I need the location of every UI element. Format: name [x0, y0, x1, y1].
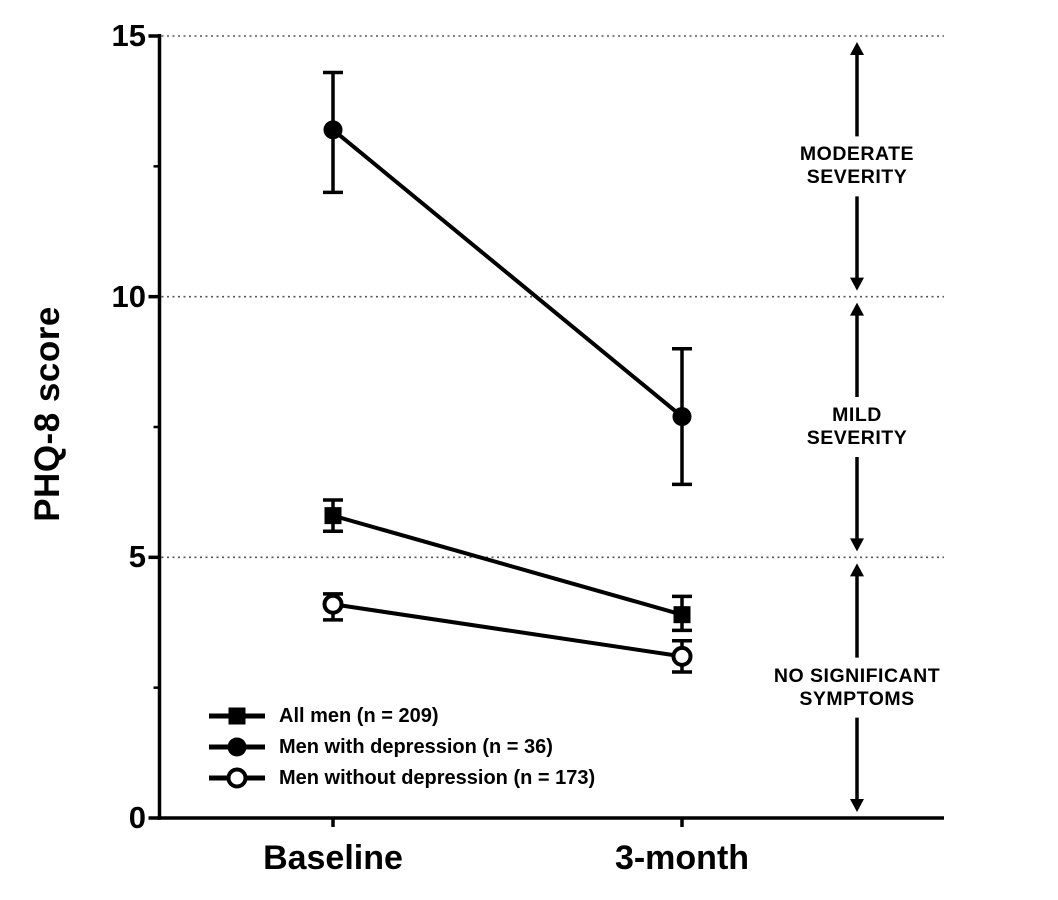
moderate-severity-label-line1: MODERATE	[799, 143, 915, 165]
legend: All men (n = 209) Men with depression (n…	[209, 700, 595, 793]
moderate-severity-up-arrow-head	[850, 42, 864, 55]
data-point-all-men-n-209-baseline	[324, 507, 342, 525]
legend-label-all-men: All men (n = 209)	[279, 704, 439, 727]
no-significant-symptoms-up-arrow-head	[850, 563, 864, 577]
y-tick-label-10: 10	[111, 279, 146, 314]
open-circle-legend-swatch	[209, 767, 265, 788]
data-point-men-with-depression-n-36-3-month	[672, 407, 692, 427]
data-point-men-without-depression-n-173-3-month	[671, 645, 693, 667]
y-tick-label-0: 0	[128, 800, 146, 835]
filled-square-legend-swatch	[209, 707, 265, 724]
series-line-all-men-n-209	[332, 513, 683, 617]
no-significant-symptoms-label: NO SIGNIFICANT SYMPTOMS	[707, 665, 1007, 711]
x-tick-label-3month: 3-month	[614, 839, 750, 877]
mild-severity-label-line1: MILD	[832, 404, 882, 426]
mild-severity-up-arrow-head	[850, 302, 864, 316]
series-line-men-with-depression-n-36	[331, 128, 684, 419]
filled-circle-legend-swatch	[209, 737, 265, 756]
legend-item-men-without-depression: Men without depression (n = 173)	[209, 762, 595, 793]
moderate-severity-label: MODERATE SEVERITY	[707, 143, 1007, 189]
legend-marker-filled-square	[228, 707, 246, 724]
x-tick-label-baseline: Baseline	[263, 839, 403, 877]
moderate-severity-down-arrow-head	[850, 277, 864, 291]
legend-label-men-with-depression: Men with depression (n = 36)	[279, 735, 553, 758]
data-point-men-with-depression-n-36-baseline	[323, 120, 343, 140]
y-tick-label-15: 15	[111, 18, 146, 53]
data-point-all-men-n-209-3-month	[673, 606, 691, 624]
legend-marker-filled-circle	[227, 737, 247, 756]
legend-item-all-men: All men (n = 209)	[209, 700, 595, 731]
series-all-men-n-209	[323, 498, 692, 633]
data-point-men-without-depression-n-173-baseline	[322, 593, 344, 615]
series-line-men-without-depression-n-173	[332, 602, 683, 659]
no-significant-symptoms-label-line1: NO SIGNIFICANT	[773, 665, 941, 687]
y-tick-label-5: 5	[128, 539, 146, 574]
mild-severity-label: MILD SEVERITY	[707, 404, 1007, 450]
moderate-severity-label-line2: SEVERITY	[806, 166, 908, 188]
mild-severity-down-arrow-head	[850, 538, 864, 552]
mild-severity-label-line2: SEVERITY	[806, 427, 908, 449]
no-significant-symptoms-label-line2: SYMPTOMS	[799, 688, 915, 710]
series-men-with-depression-n-36	[323, 70, 692, 487]
legend-marker-open-circle	[226, 767, 248, 788]
no-significant-symptoms-down-arrow-head	[850, 799, 864, 812]
legend-item-men-with-depression: Men with depression (n = 36)	[209, 731, 595, 762]
y-axis-title: PHQ-8 score	[28, 306, 67, 522]
series-men-without-depression-n-173	[322, 592, 693, 674]
legend-label-men-without-depression: Men without depression (n = 173)	[279, 766, 596, 789]
